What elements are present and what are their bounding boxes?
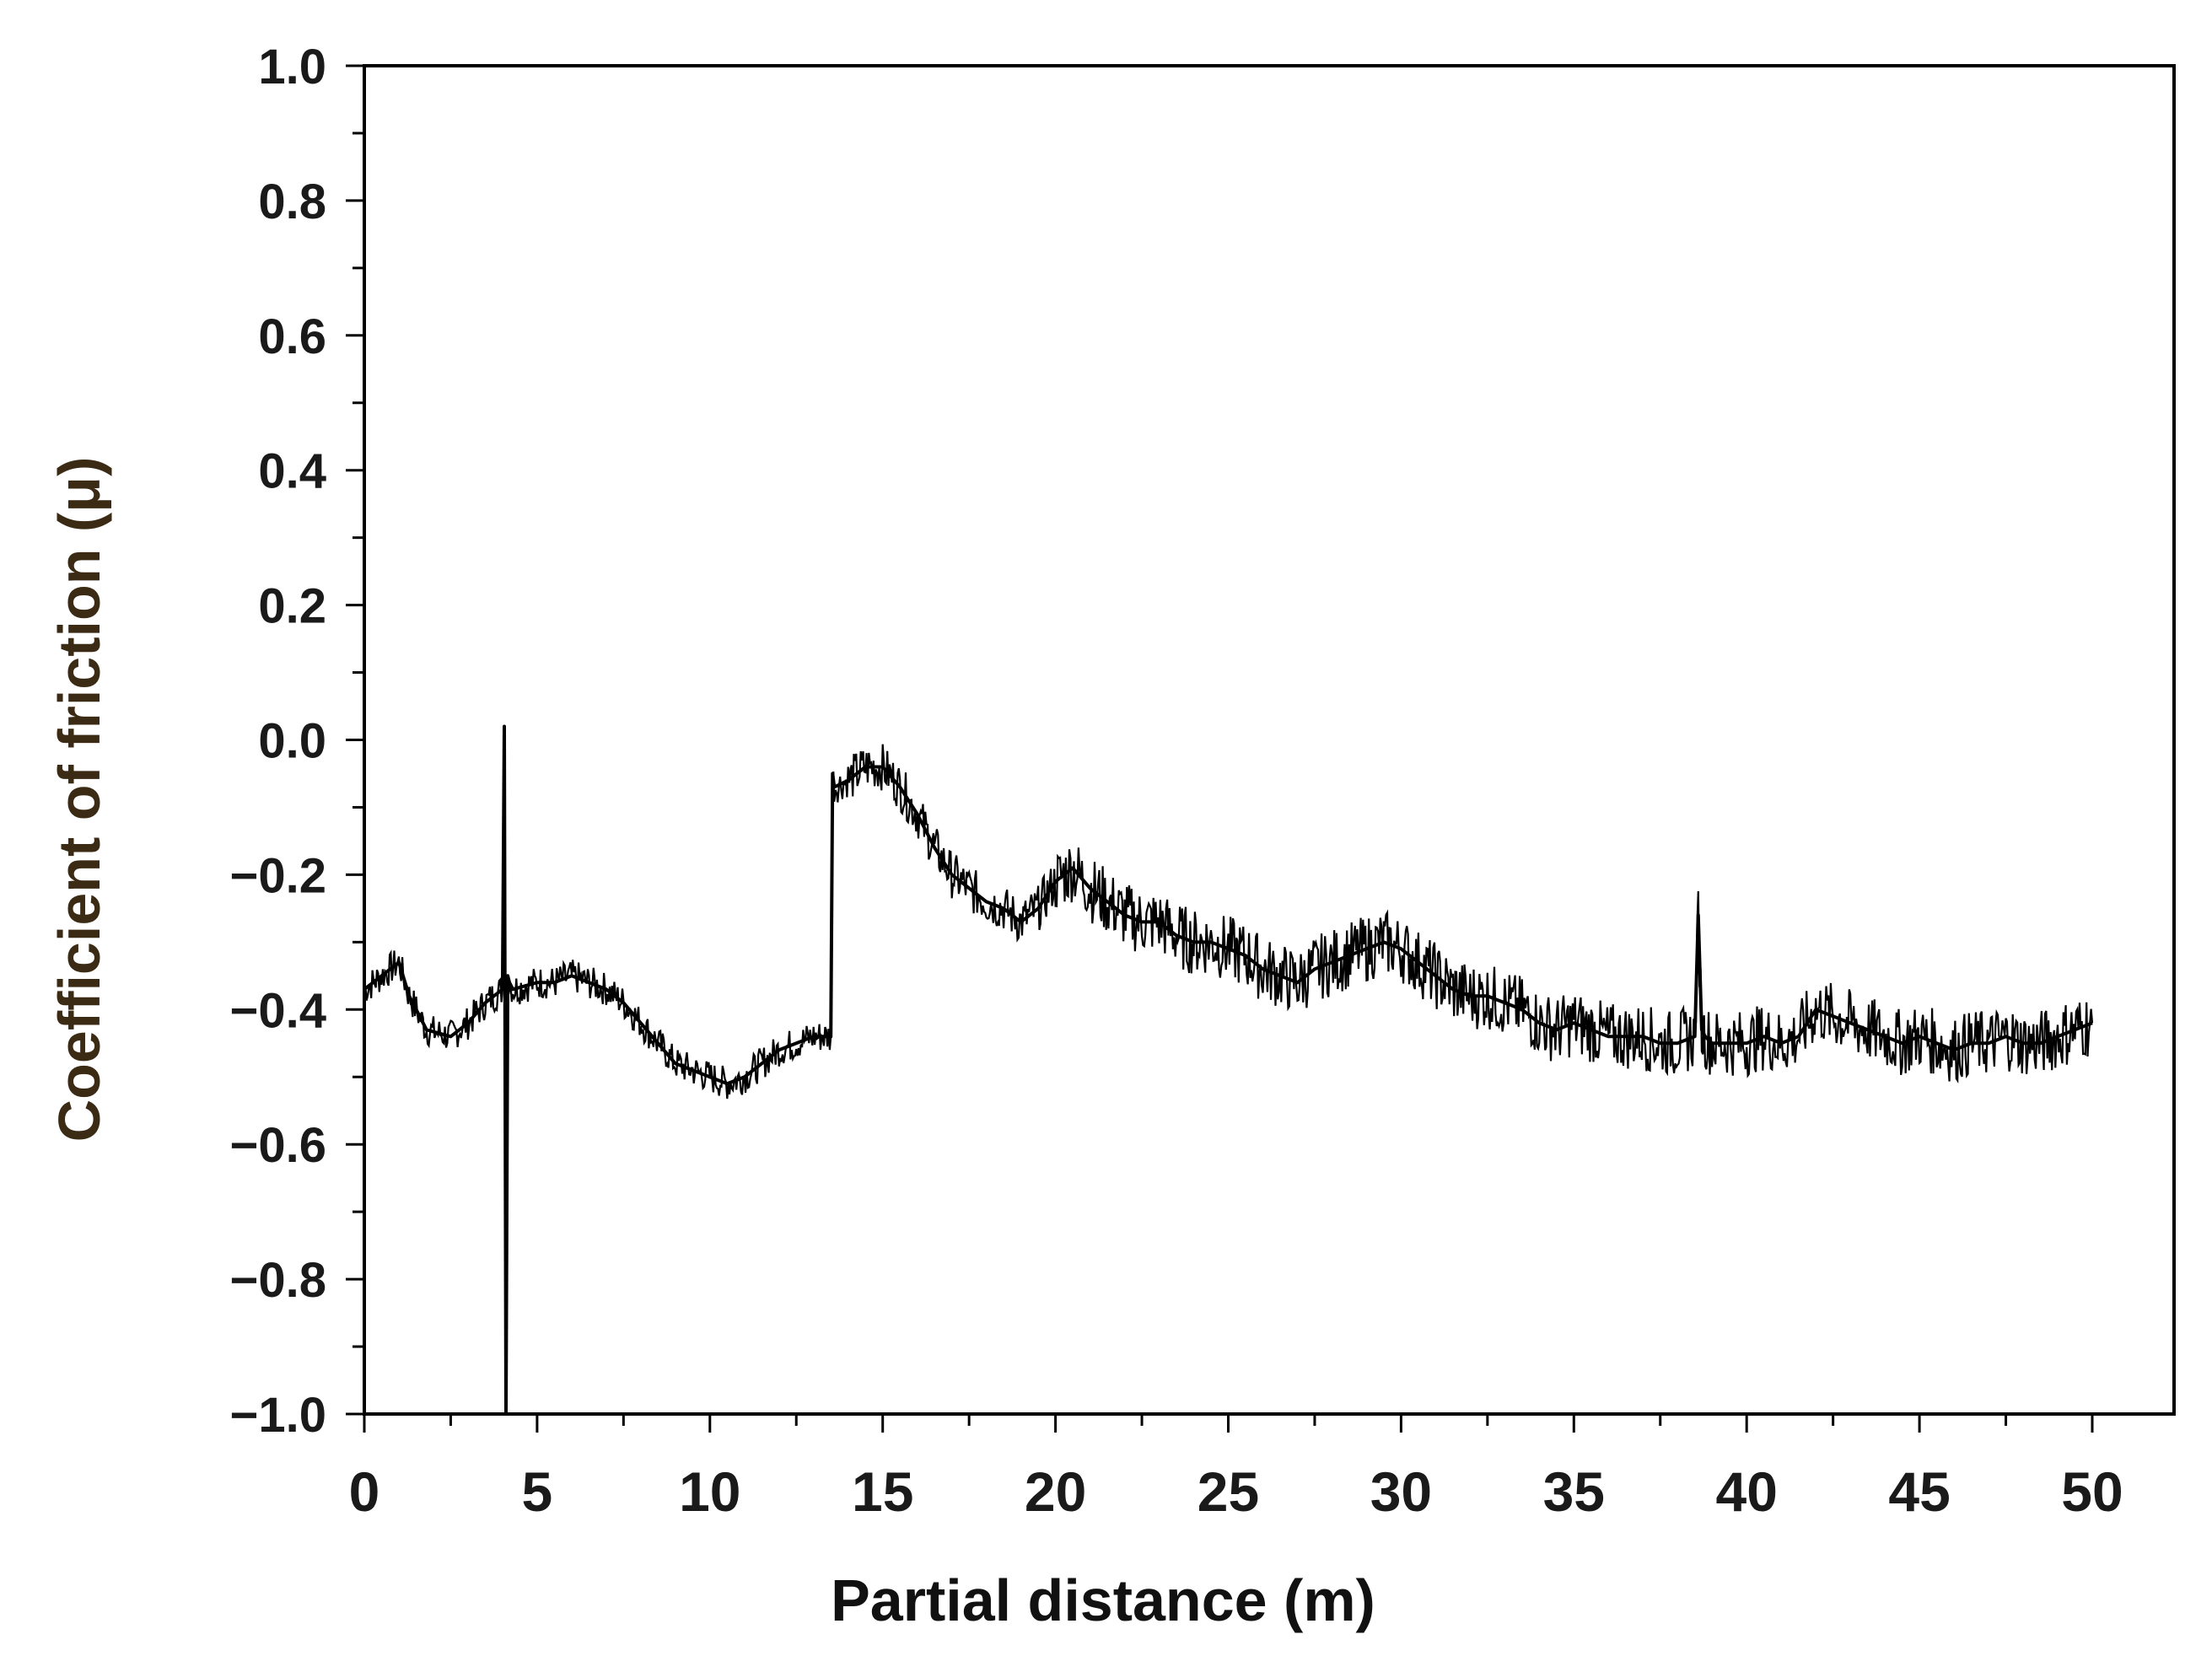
y-tick-label: −0.4	[230, 983, 327, 1038]
y-axis-ticks	[346, 64, 364, 1416]
x-tick-label: 30	[1370, 1460, 1432, 1523]
x-tick-label: 45	[1888, 1460, 1950, 1523]
y-tick-label: 1.0	[258, 40, 326, 94]
y-tick-label: 0.8	[258, 175, 326, 229]
x-tick-label: 5	[522, 1460, 553, 1523]
x-tick-label: 0	[349, 1460, 380, 1523]
plot-frame	[363, 64, 2176, 1416]
y-tick-label: −0.6	[230, 1118, 327, 1173]
x-tick-label: 15	[852, 1460, 913, 1523]
x-tick-label: 50	[2061, 1460, 2123, 1523]
y-tick-label: 0.4	[258, 444, 326, 499]
y-tick-label: −0.8	[230, 1253, 327, 1308]
x-tick-label: 40	[1715, 1460, 1777, 1523]
plot-area-border	[363, 64, 2176, 1416]
x-tick-label: 20	[1025, 1460, 1086, 1523]
x-tick-label: 10	[679, 1460, 740, 1523]
x-tick-label: 35	[1543, 1460, 1605, 1523]
y-tick-label: −1.0	[230, 1388, 327, 1443]
y-axis-tick-labels: 1.0 0.8 0.6 0.4 0.2 0.0 −0.2 −0.4 −0.6 −0.8 −1.0	[230, 40, 327, 1443]
series-noise-trace	[363, 726, 2094, 1415]
x-tick-label: 25	[1197, 1460, 1259, 1523]
series-layer	[363, 724, 2094, 1416]
y-tick-label: −0.2	[230, 848, 327, 903]
y-tick-label: 0.2	[258, 579, 326, 634]
series-line	[363, 724, 2093, 1416]
x-axis-title: Partial distance (m)	[831, 1567, 1375, 1633]
x-axis-tick-labels: 0 5 10 15 20 25 30 35 40 45 50	[349, 1460, 2123, 1523]
y-tick-label: 0.6	[258, 309, 326, 364]
x-axis-ticks	[363, 1414, 2094, 1433]
y-tick-label: 0.0	[258, 714, 326, 769]
y-axis-title: Coefficient of friction (μ)	[46, 457, 112, 1143]
